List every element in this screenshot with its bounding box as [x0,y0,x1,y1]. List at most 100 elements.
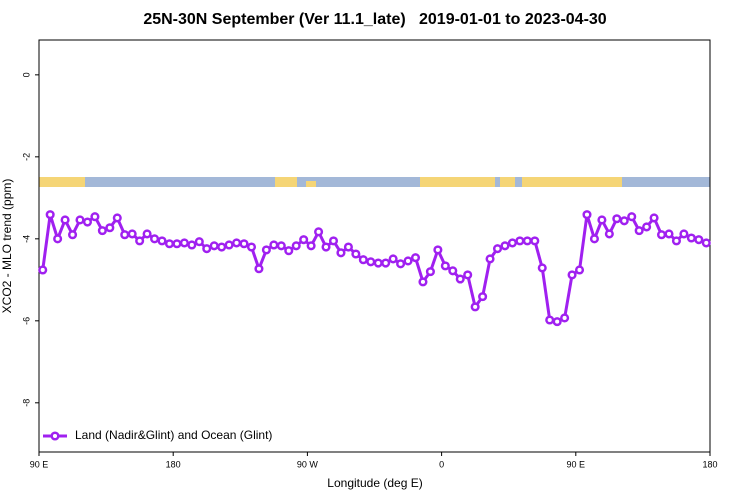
data-point [276,241,286,251]
data-point [478,292,488,302]
data-point [239,239,249,249]
data-point [425,267,435,277]
plot-frame [38,39,711,453]
data-point [358,255,368,265]
data-point [328,236,339,246]
data-point [299,235,309,245]
data-point [448,266,458,276]
data-point [686,233,696,243]
data-point [470,302,480,312]
data-point [90,212,100,222]
data-point [217,242,227,252]
data-point [440,261,450,271]
data-point [45,210,55,220]
data-point [112,213,122,223]
data-point [269,240,279,250]
data-point [314,227,324,237]
y-tick-label: 0 [21,72,31,77]
data-point [537,263,547,273]
data-point [619,216,629,226]
data-point [463,270,473,280]
x-axis-label: Longitude (deg E) [327,476,422,490]
data-point [418,277,428,287]
y-tick-label: -4 [21,235,31,243]
y-tick-label: -2 [21,153,31,161]
data-point [530,236,540,246]
data-point [336,248,346,258]
data-point [97,226,107,236]
data-point [261,245,271,255]
data-point [500,241,510,251]
data-point [150,234,160,244]
data-point [642,222,652,232]
data-point [694,235,704,245]
data-point [485,254,495,264]
data-point [589,234,599,244]
y-tick-label: -6 [21,317,31,325]
data-point [38,265,48,275]
data-point [254,264,264,274]
data-point [634,226,644,236]
y-tick-label: -8 [21,399,31,407]
data-point [373,258,383,268]
data-point [701,238,711,248]
chart-title: 25N-30N September (Ver 11.1_late) 2019-0… [143,11,606,28]
data-point [187,240,197,250]
land-ocean-strip [39,177,710,187]
data-point [172,239,182,249]
y-axis-label: XCO2 - MLO trend (ppm) [0,179,14,314]
data-point [574,265,585,275]
data-point [433,245,443,255]
data-point [582,210,592,220]
data-point [306,241,316,251]
data-point [120,230,130,240]
data-point [60,215,70,225]
data-point [545,315,555,325]
data-point [291,241,301,251]
data-point [597,215,607,225]
data-point [366,257,376,267]
data-point [396,259,406,269]
data-point [522,236,532,246]
data-point [507,238,517,248]
data-point [284,246,294,256]
data-point [164,239,175,249]
data-point [142,229,152,239]
data-point [105,223,115,233]
data-point [649,213,659,223]
data-point [194,237,204,247]
data-point [343,242,353,252]
data-point [627,212,637,222]
data-point [135,236,145,246]
data-point [321,242,331,252]
data-point [492,244,503,254]
data-point [224,240,234,250]
data-point [157,236,167,246]
data-point [671,236,682,246]
data-point [75,215,85,225]
data-point [179,238,189,248]
legend-label: Land (Nadir&Glint) and Ocean (Glint) [75,428,272,442]
data-point [351,249,361,259]
data-point [388,254,398,264]
data-point [604,229,614,239]
data-point [560,313,570,323]
data-point [127,229,137,239]
data-point [202,244,212,254]
data-point [82,217,93,227]
data-point [53,234,63,244]
data-point [232,238,242,248]
data-point [664,229,674,239]
data-point [209,241,219,251]
data-point [679,229,689,239]
x-tick-label: 90 E [30,459,49,469]
data-point [410,253,421,263]
data-point [515,236,525,246]
x-tick-label: 90 W [297,459,319,469]
x-tick-label: 90 E [567,459,586,469]
data-point [552,317,562,327]
x-tick-label: 0 [439,459,444,469]
x-tick-label: 180 [166,459,181,469]
data-point [656,230,667,240]
